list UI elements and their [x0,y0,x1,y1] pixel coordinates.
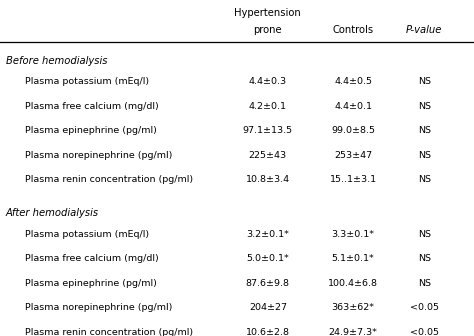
Text: 10.6±2.8: 10.6±2.8 [246,328,290,336]
Text: 4.4±0.5: 4.4±0.5 [334,77,372,86]
Text: Plasma potassium (mEq/l): Plasma potassium (mEq/l) [25,77,149,86]
Text: Plasma norepinephrine (pg/ml): Plasma norepinephrine (pg/ml) [25,303,172,312]
Text: 15..1±3.1: 15..1±3.1 [329,175,377,184]
Text: prone: prone [254,25,282,35]
Text: After hemodialysis: After hemodialysis [6,208,99,218]
Text: Controls: Controls [333,25,374,35]
Text: 100.4±6.8: 100.4±6.8 [328,279,378,288]
Text: 5.1±0.1*: 5.1±0.1* [332,254,374,263]
Text: Before hemodialysis: Before hemodialysis [6,56,107,66]
Text: 10.8±3.4: 10.8±3.4 [246,175,290,184]
Text: Plasma renin concentration (pg/ml): Plasma renin concentration (pg/ml) [25,328,193,336]
Text: NS: NS [418,175,431,184]
Text: P-value: P-value [406,25,442,35]
Text: NS: NS [418,126,431,135]
Text: <0.05: <0.05 [410,303,439,312]
Text: Plasma potassium (mEq/l): Plasma potassium (mEq/l) [25,230,149,239]
Text: 204±27: 204±27 [249,303,287,312]
Text: <0.05: <0.05 [410,328,439,336]
Text: NS: NS [418,254,431,263]
Text: Plasma epinephrine (pg/ml): Plasma epinephrine (pg/ml) [25,126,156,135]
Text: NS: NS [418,102,431,111]
Text: NS: NS [418,151,431,160]
Text: Plasma renin concentration (pg/ml): Plasma renin concentration (pg/ml) [25,175,193,184]
Text: 253±47: 253±47 [334,151,372,160]
Text: 3.2±0.1*: 3.2±0.1* [246,230,289,239]
Text: Plasma epinephrine (pg/ml): Plasma epinephrine (pg/ml) [25,279,156,288]
Text: NS: NS [418,230,431,239]
Text: Plasma free calcium (mg/dl): Plasma free calcium (mg/dl) [25,102,158,111]
Text: 363±62*: 363±62* [332,303,374,312]
Text: 5.0±0.1*: 5.0±0.1* [246,254,289,263]
Text: 225±43: 225±43 [249,151,287,160]
Text: NS: NS [418,77,431,86]
Text: 99.0±8.5: 99.0±8.5 [331,126,375,135]
Text: Hypertension: Hypertension [235,8,301,18]
Text: Plasma norepinephrine (pg/ml): Plasma norepinephrine (pg/ml) [25,151,172,160]
Text: 24.9±7.3*: 24.9±7.3* [328,328,378,336]
Text: 4.2±0.1: 4.2±0.1 [249,102,287,111]
Text: Plasma free calcium (mg/dl): Plasma free calcium (mg/dl) [25,254,158,263]
Text: 4.4±0.3: 4.4±0.3 [249,77,287,86]
Text: 97.1±13.5: 97.1±13.5 [243,126,293,135]
Text: 3.3±0.1*: 3.3±0.1* [332,230,374,239]
Text: NS: NS [418,279,431,288]
Text: 87.6±9.8: 87.6±9.8 [246,279,290,288]
Text: 4.4±0.1: 4.4±0.1 [334,102,372,111]
